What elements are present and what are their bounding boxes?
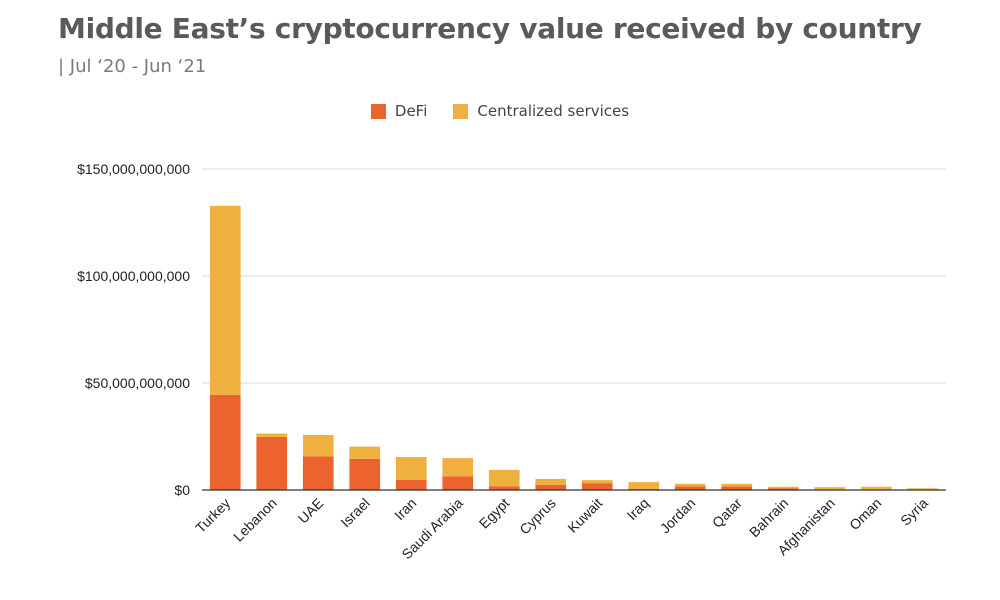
legend-swatch-centralized bbox=[453, 103, 469, 119]
x-category-label: Jordan bbox=[657, 495, 699, 537]
x-category-label: Bahrain bbox=[746, 495, 791, 540]
y-tick-label: $150,000,000,000 bbox=[77, 161, 190, 177]
bar-defi bbox=[767, 488, 799, 490]
x-category-label: Syria bbox=[897, 495, 931, 529]
x-category-label: UAE bbox=[295, 495, 327, 527]
bar-centralized bbox=[860, 486, 892, 490]
chart-subtitle: | Jul ‘20 - Jun ‘21 bbox=[58, 56, 207, 77]
bar-centralized bbox=[349, 446, 381, 459]
chart-title: Middle East’s cryptocurrency value recei… bbox=[58, 12, 922, 45]
bar-defi bbox=[395, 479, 427, 490]
bar-centralized bbox=[581, 480, 613, 484]
bar-defi bbox=[535, 484, 567, 490]
bar-centralized bbox=[535, 478, 567, 485]
legend-swatch-defi bbox=[370, 103, 386, 119]
legend-label-defi: DeFi bbox=[394, 102, 428, 120]
x-category-label: Lebanon bbox=[230, 495, 280, 545]
bar-defi bbox=[442, 476, 474, 490]
bar-centralized bbox=[814, 487, 846, 490]
bar-centralized bbox=[628, 482, 660, 489]
y-tick-label: $50,000,000,000 bbox=[85, 375, 190, 391]
bar-defi bbox=[209, 394, 241, 490]
x-category-label: Cyprus bbox=[516, 495, 559, 538]
x-category-label: Iraq bbox=[623, 495, 651, 523]
x-category-label: Turkey bbox=[192, 495, 233, 536]
bar-defi bbox=[488, 486, 520, 490]
bar-defi bbox=[581, 483, 613, 490]
y-tick-label: $0 bbox=[174, 482, 190, 498]
bar-centralized bbox=[674, 483, 706, 487]
bar-defi bbox=[349, 458, 381, 490]
x-category-label: Qatar bbox=[709, 495, 745, 531]
bar-defi bbox=[721, 486, 753, 490]
bar-centralized bbox=[767, 486, 799, 489]
bar-centralized bbox=[209, 205, 241, 395]
bar-defi bbox=[302, 456, 334, 490]
bar-centralized bbox=[395, 457, 427, 480]
x-category-label: Egypt bbox=[476, 495, 513, 532]
bar-centralized bbox=[907, 488, 939, 490]
legend-item-defi: DeFi bbox=[370, 102, 428, 120]
y-tick-label: $100,000,000,000 bbox=[77, 268, 190, 284]
bar-centralized bbox=[721, 483, 753, 487]
x-category-label: Kuwait bbox=[564, 495, 605, 536]
bar-centralized bbox=[488, 469, 520, 487]
x-category-label: Israel bbox=[337, 495, 373, 531]
x-category-label: Iran bbox=[391, 495, 419, 523]
bar-centralized bbox=[442, 458, 474, 477]
bar-defi bbox=[674, 486, 706, 490]
bar-centralized bbox=[256, 433, 288, 437]
bar-defi bbox=[256, 436, 288, 490]
x-category-label: Oman bbox=[846, 495, 884, 533]
legend: DeFi Centralized services bbox=[0, 102, 1000, 120]
legend-label-centralized: Centralized services bbox=[477, 102, 630, 120]
legend-item-centralized: Centralized services bbox=[453, 102, 629, 120]
bar-centralized bbox=[302, 435, 334, 457]
